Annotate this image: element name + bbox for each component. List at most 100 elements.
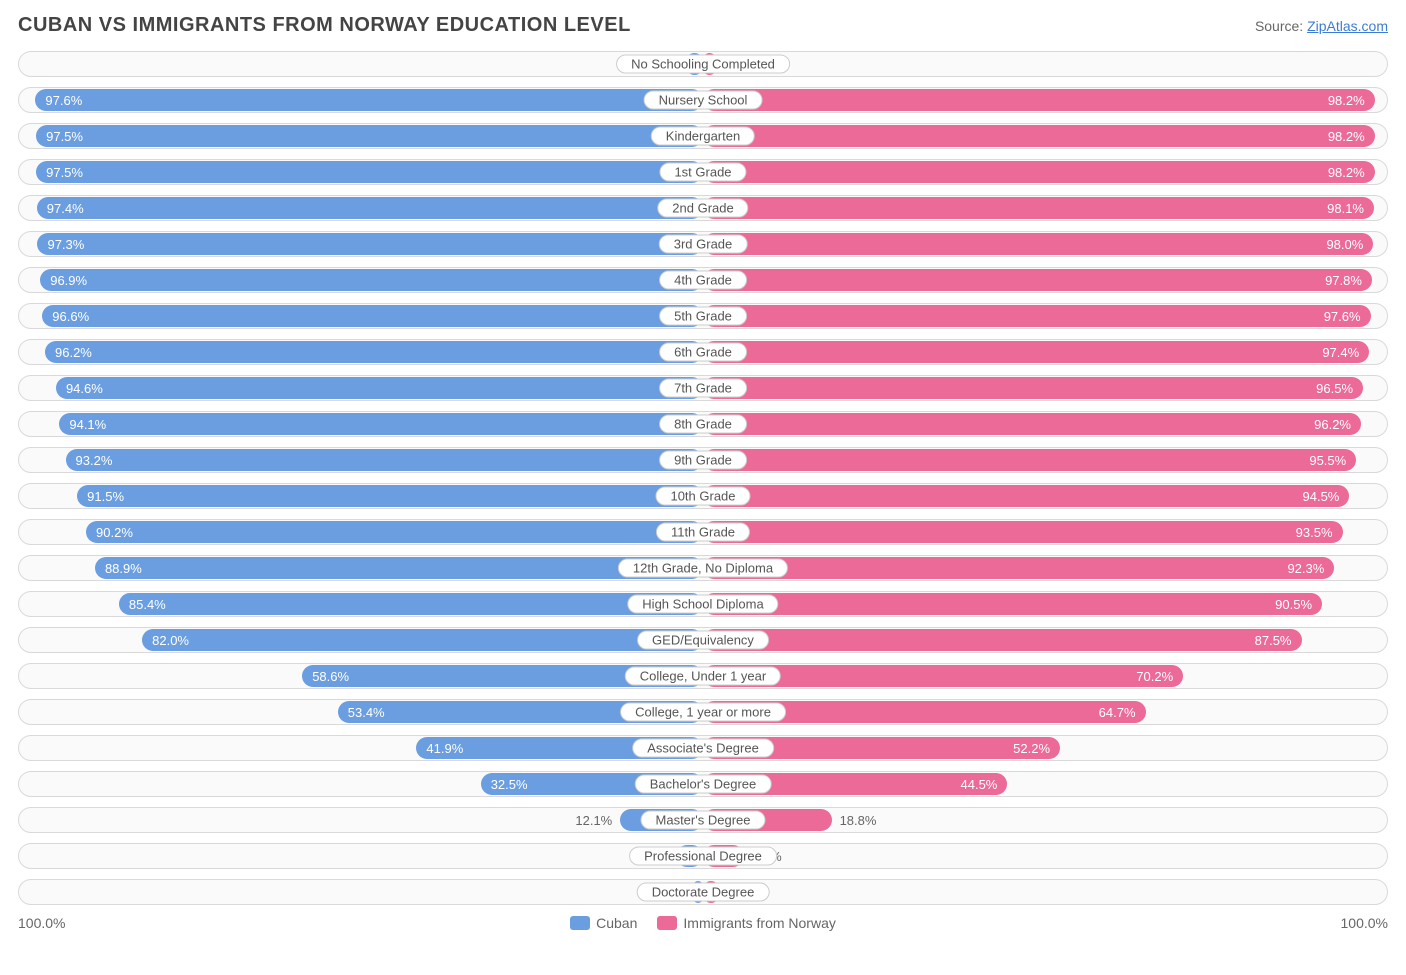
bar-left: 82.0% xyxy=(142,629,703,651)
bar-left: 94.6% xyxy=(56,377,703,399)
category-label: College, Under 1 year xyxy=(625,667,781,686)
bar-left: 97.6% xyxy=(35,89,703,111)
chart-row: 96.6% 97.6% 5th Grade xyxy=(18,303,1388,329)
chart-title: CUBAN VS IMMIGRANTS FROM NORWAY EDUCATIO… xyxy=(18,14,631,37)
legend-swatch-right xyxy=(657,916,677,930)
bar-left: 96.2% xyxy=(45,341,703,363)
bar-right-value: 98.1% xyxy=(1327,201,1364,216)
bar-right-value: 95.5% xyxy=(1309,453,1346,468)
chart-row: 58.6% 70.2% College, Under 1 year xyxy=(18,663,1388,689)
bar-left-value: 12.1% xyxy=(575,808,620,832)
category-label: No Schooling Completed xyxy=(616,55,790,74)
bar-right: 96.2% xyxy=(703,413,1361,435)
bar-left-value: 96.2% xyxy=(55,345,92,360)
bar-left: 88.9% xyxy=(95,557,703,579)
chart-row: 41.9%52.2%Associate's Degree xyxy=(18,735,1388,761)
bar-right-value: 97.4% xyxy=(1322,345,1359,360)
category-label: 8th Grade xyxy=(659,415,747,434)
bar-left-value: 97.5% xyxy=(46,129,83,144)
bar-left-value: 94.1% xyxy=(69,417,106,432)
bar-right: 93.5% xyxy=(703,521,1343,543)
bar-left-value: 90.2% xyxy=(96,525,133,540)
bar-left: 97.5% xyxy=(36,125,703,147)
chart-row: 94.6%96.5%7th Grade xyxy=(18,375,1388,401)
legend: Cuban Immigrants from Norway xyxy=(570,915,836,931)
category-label: Nursery School xyxy=(644,91,763,110)
category-label: 9th Grade xyxy=(659,451,747,470)
bar-right: 94.5% xyxy=(703,485,1349,507)
legend-item-left: Cuban xyxy=(570,915,637,931)
bar-right-value: 97.8% xyxy=(1325,273,1362,288)
bar-right: 96.5% xyxy=(703,377,1363,399)
bar-left-value: 96.6% xyxy=(52,309,89,324)
bar-right-value: 96.5% xyxy=(1316,381,1353,396)
bar-left-value: 91.5% xyxy=(87,489,124,504)
category-label: 2nd Grade xyxy=(657,199,748,218)
bar-left-value: 82.0% xyxy=(152,633,189,648)
chart-row: 1.4%2.4%Doctorate Degree xyxy=(18,879,1388,905)
category-label: Master's Degree xyxy=(641,811,766,830)
chart-row: 97.3% 98.0% 3rd Grade xyxy=(18,231,1388,257)
bar-left-value: 97.4% xyxy=(47,201,84,216)
chart-footer: 100.0% Cuban Immigrants from Norway 100.… xyxy=(18,915,1388,931)
chart-row: 93.2% 95.5% 9th Grade xyxy=(18,447,1388,473)
chart-row: 4.0%6.0%Professional Degree xyxy=(18,843,1388,869)
chart-row: 90.2%93.5%11th Grade xyxy=(18,519,1388,545)
axis-max-right: 100.0% xyxy=(1341,915,1388,931)
category-label: 1st Grade xyxy=(659,163,746,182)
bar-right: 92.3% xyxy=(703,557,1334,579)
category-label: 5th Grade xyxy=(659,307,747,326)
bar-right-value: 93.5% xyxy=(1296,525,1333,540)
bar-right: 97.4% xyxy=(703,341,1369,363)
bar-left-value: 32.5% xyxy=(491,777,528,792)
bar-left: 97.4% xyxy=(37,197,703,219)
bar-right: 98.0% xyxy=(703,233,1373,255)
legend-label-right: Immigrants from Norway xyxy=(683,915,835,931)
chart-source: Source: ZipAtlas.com xyxy=(1255,18,1388,34)
legend-label-left: Cuban xyxy=(596,915,637,931)
category-label: Doctorate Degree xyxy=(637,883,770,902)
category-label: 4th Grade xyxy=(659,271,747,290)
bar-right-value: 18.8% xyxy=(832,808,877,832)
category-label: Bachelor's Degree xyxy=(635,775,772,794)
chart-row: 97.5% 98.2% Kindergarten xyxy=(18,123,1388,149)
bar-right-value: 44.5% xyxy=(961,777,998,792)
chart-row: 94.1% 96.2%8th Grade xyxy=(18,411,1388,437)
bar-right-value: 97.6% xyxy=(1324,309,1361,324)
bar-right-value: 98.2% xyxy=(1328,129,1365,144)
bar-right: 90.5% xyxy=(703,593,1322,615)
bar-left-value: 53.4% xyxy=(348,705,385,720)
bar-left: 91.5% xyxy=(77,485,703,507)
source-link[interactable]: ZipAtlas.com xyxy=(1307,18,1388,34)
bar-left-value: 97.6% xyxy=(45,93,82,108)
category-label: 3rd Grade xyxy=(659,235,748,254)
category-label: 12th Grade, No Diploma xyxy=(618,559,788,578)
chart-row: 32.5% 44.5% Bachelor's Degree xyxy=(18,771,1388,797)
bar-right: 97.6% xyxy=(703,305,1371,327)
chart-row: 12.1% 18.8% Master's Degree xyxy=(18,807,1388,833)
category-label: Kindergarten xyxy=(651,127,755,146)
bar-right: 98.2% xyxy=(703,125,1375,147)
bar-right: 98.2% xyxy=(703,161,1375,183)
bar-left: 96.6% xyxy=(42,305,703,327)
bar-right-value: 70.2% xyxy=(1136,669,1173,684)
chart-row: 97.4% 98.1% 2nd Grade xyxy=(18,195,1388,221)
source-label: Source: xyxy=(1255,18,1307,34)
bar-right-value: 98.2% xyxy=(1328,93,1365,108)
bar-left-value: 58.6% xyxy=(312,669,349,684)
bar-left-value: 97.3% xyxy=(47,237,84,252)
bar-left-value: 93.2% xyxy=(76,453,113,468)
bar-right: 95.5% xyxy=(703,449,1356,471)
bar-right: 98.1% xyxy=(703,197,1374,219)
chart-row: 97.6% 98.2% Nursery School xyxy=(18,87,1388,113)
bar-right-value: 98.0% xyxy=(1326,237,1363,252)
chart-row: 97.5%98.2%1st Grade xyxy=(18,159,1388,185)
chart-row: 96.9%97.8%4th Grade xyxy=(18,267,1388,293)
chart-header: CUBAN VS IMMIGRANTS FROM NORWAY EDUCATIO… xyxy=(18,14,1388,37)
bar-left-value: 94.6% xyxy=(66,381,103,396)
bar-left-value: 85.4% xyxy=(129,597,166,612)
bar-left: 90.2% xyxy=(86,521,703,543)
bar-right-value: 87.5% xyxy=(1255,633,1292,648)
bar-left-value: 41.9% xyxy=(426,741,463,756)
category-label: College, 1 year or more xyxy=(620,703,786,722)
